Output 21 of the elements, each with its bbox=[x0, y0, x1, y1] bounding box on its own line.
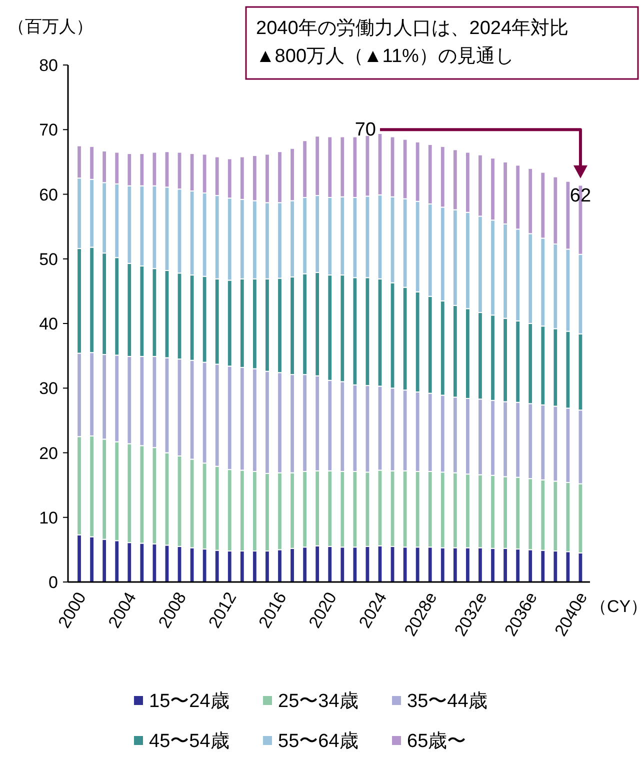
annotation: 2040年の労働力人口は、2024年対比 ▲800万人（▲11%）の見通し bbox=[256, 17, 569, 67]
y-tick-label: 40 bbox=[39, 314, 58, 334]
annotation: 62 bbox=[570, 185, 592, 206]
legend-label: 25〜34歳 bbox=[278, 691, 358, 712]
x-axis-title: （CY） bbox=[590, 597, 642, 616]
y-axis-title: （百万人） bbox=[8, 17, 93, 36]
y-tick-label: 60 bbox=[39, 185, 58, 204]
y-tick-label: 0 bbox=[48, 573, 58, 592]
y-tick-label: 10 bbox=[39, 508, 58, 528]
legend-label: 35〜44歳 bbox=[407, 691, 488, 712]
note-box: 2040年の労働力人口は、2024年対比 ▲800万人（▲11%）の見通し bbox=[245, 6, 639, 80]
y-tick-label: 70 bbox=[39, 120, 58, 140]
y-tick-label: 20 bbox=[39, 444, 58, 463]
legend-label: 15〜24歳 bbox=[149, 691, 230, 712]
annotation: 70 bbox=[354, 120, 376, 141]
y-tick-label: 50 bbox=[39, 250, 58, 269]
legend-label: 65歳〜 bbox=[407, 731, 466, 752]
legend-label: 55〜64歳 bbox=[278, 731, 358, 752]
y-tick-label: 30 bbox=[39, 379, 58, 398]
y-tick-label: 80 bbox=[39, 56, 58, 75]
legend-label: 45〜54歳 bbox=[149, 731, 230, 752]
